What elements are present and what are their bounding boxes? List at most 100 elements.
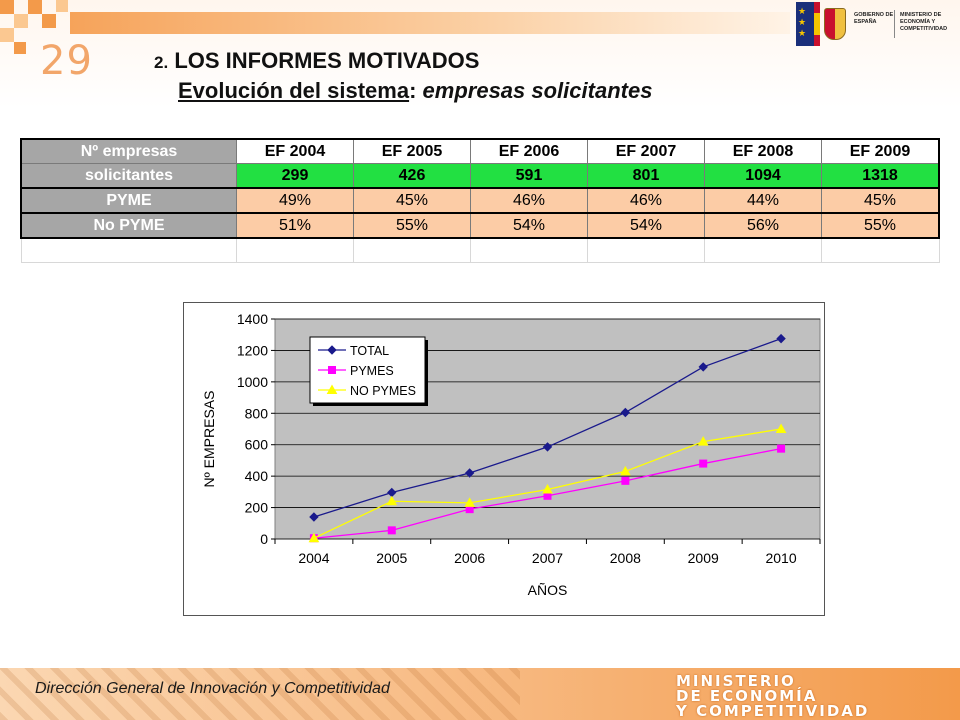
x-tick-label: 2010	[765, 550, 796, 566]
pyme-cell: 45%	[821, 187, 940, 214]
legend-marker	[326, 384, 338, 394]
pyme-cell: 46%	[587, 187, 705, 214]
table-header-label: solicitantes	[20, 163, 237, 189]
no-pyme-cell: 54%	[587, 212, 705, 239]
x-tick-label: 2004	[298, 550, 329, 566]
no-pyme-cell: 51%	[236, 212, 354, 239]
chart-container: 0 200 400 600 800 1000 1200 1400 2004 2005 2006 200…	[183, 302, 825, 616]
data-point	[698, 362, 708, 372]
empty-cell	[821, 237, 940, 263]
x-tick-label: 2008	[610, 550, 641, 566]
y-tick-label: 600	[245, 437, 269, 453]
logo-ministry-text: MINISTERIO DE ECONOMÍA Y COMPETITIVIDAD	[900, 12, 948, 32]
x-axis-label: AÑOS	[528, 582, 568, 598]
year-header: EF 2009	[821, 138, 940, 164]
decor-square	[14, 42, 26, 54]
data-point	[464, 468, 475, 478]
section-title: LOS INFORMES MOTIVADOS	[174, 48, 480, 73]
empty-cell	[20, 237, 237, 263]
pyme-cell: 44%	[704, 187, 822, 214]
year-header: EF 2008	[704, 138, 822, 164]
data-point	[699, 459, 708, 468]
line-chart: 0 200 400 600 800 1000 1200 1400 2004 2005 2006 200…	[201, 311, 821, 598]
data-point	[387, 526, 396, 535]
data-point	[386, 495, 398, 506]
pyme-cell: 45%	[353, 187, 471, 214]
no-pyme-cell: 55%	[353, 212, 471, 239]
decor-square	[56, 0, 68, 12]
spain-flag-icon	[814, 2, 820, 46]
year-header: EF 2006	[470, 138, 588, 164]
footer-watermark	[0, 668, 520, 720]
pyme-cell: 46%	[470, 187, 588, 214]
data-point	[697, 436, 709, 446]
row-label-pyme: PYME	[20, 187, 237, 214]
decor-square	[42, 14, 56, 28]
empty-cell	[353, 237, 471, 263]
y-tick-label: 1000	[237, 374, 268, 390]
empty-cell	[704, 237, 822, 263]
ministry-logo: ★ ★ ★ GOBIERNO DE ESPAÑA MINISTERIO DE ECO…	[796, 2, 956, 46]
slide-title: 2. LOS INFORMES MOTIVADOS	[154, 48, 479, 74]
footer: Dirección General de Innovación y Compet…	[0, 668, 960, 720]
legend-marker	[328, 366, 336, 374]
slide-subtitle: Evolución del sistema: empresas solicita…	[178, 78, 652, 104]
data-point	[542, 483, 553, 494]
empty-cell	[236, 237, 354, 263]
data-point	[620, 465, 631, 476]
total-cell: 1318	[821, 163, 940, 189]
legend-label: NO PYMES	[350, 384, 416, 398]
decor-square	[0, 28, 14, 42]
coat-of-arms-icon	[824, 8, 846, 40]
footer-organization: Dirección General de Innovación y Compet…	[35, 680, 390, 697]
data-point	[542, 442, 553, 452]
eu-flag-icon: ★ ★ ★	[796, 2, 814, 46]
data-point	[777, 444, 786, 453]
decor-square	[0, 0, 14, 14]
decor-square	[14, 14, 28, 28]
empty-cell	[470, 237, 588, 263]
data-point	[621, 476, 630, 485]
table-header-label: Nº empresas	[20, 138, 237, 164]
footer-ministry-logo: MINISTERIO DE ECONOMÍA Y COMPETITIVIDAD	[676, 674, 869, 719]
y-tick-label: 1200	[237, 342, 268, 358]
y-axis-label: Nº EMPRESAS	[201, 391, 217, 488]
y-tick-label: 0	[260, 531, 268, 547]
y-tick-label: 200	[245, 500, 269, 516]
y-tick-label: 400	[245, 468, 269, 484]
total-cell: 426	[353, 163, 471, 189]
data-point	[620, 407, 631, 418]
y-tick-label: 800	[245, 405, 269, 421]
companies-table: Nº empresas EF 2004 EF 2005 EF 2006 EF 2…	[20, 138, 940, 263]
data-point	[309, 512, 319, 522]
subtitle-underlined: Evolución del sistema	[178, 78, 410, 103]
row-label-no-pyme: No PYME	[20, 212, 237, 239]
total-cell: 801	[587, 163, 705, 189]
data-point	[308, 532, 320, 543]
legend-label: TOTAL	[350, 344, 389, 358]
data-point	[776, 333, 786, 344]
no-pyme-cell: 54%	[470, 212, 588, 239]
total-cell: 299	[236, 163, 354, 189]
no-pyme-cell: 55%	[821, 212, 940, 239]
year-header: EF 2004	[236, 138, 354, 164]
x-tick-label: 2007	[532, 550, 563, 566]
x-tick-label: 2005	[376, 550, 407, 566]
pyme-cell: 49%	[236, 187, 354, 214]
subtitle-colon: :	[409, 78, 423, 103]
logo-government-text: GOBIERNO DE ESPAÑA	[854, 12, 894, 25]
year-header: EF 2007	[587, 138, 705, 164]
empty-cell	[587, 237, 705, 263]
legend-label: PYMES	[350, 364, 394, 378]
total-cell: 1094	[704, 163, 822, 189]
x-tick-label: 2006	[454, 550, 485, 566]
logo-divider	[894, 10, 895, 38]
slide-number: 29	[40, 38, 93, 84]
data-point	[464, 497, 475, 507]
section-number: 2.	[154, 53, 169, 72]
legend-marker	[327, 345, 337, 355]
total-cell: 591	[470, 163, 588, 189]
decor-square	[28, 0, 42, 14]
y-tick-label: 1400	[237, 311, 268, 327]
footer-ministry-line: Y COMPETITIVIDAD	[676, 702, 870, 720]
